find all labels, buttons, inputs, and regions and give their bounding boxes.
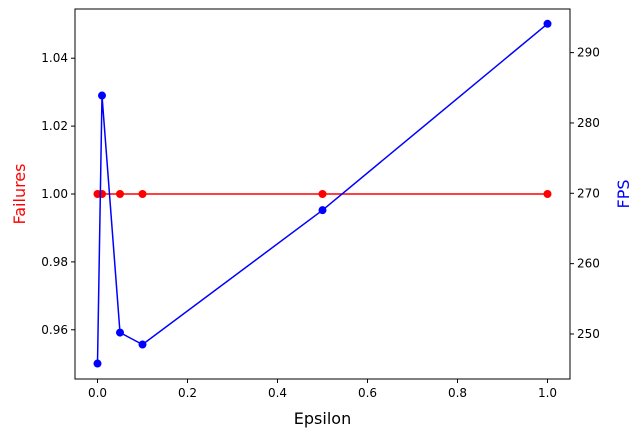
x-tick-label: 0.0 (88, 386, 107, 400)
failures-data-point (318, 190, 327, 198)
fps-data-point (318, 206, 327, 215)
x-tick-label: 0.2 (178, 386, 197, 400)
left-y-tick-label: 1.04 (41, 51, 68, 65)
failures-data-point (116, 190, 124, 198)
fps-series-line (96, 23, 548, 364)
left-y-axis-title: Failures (10, 164, 29, 225)
fps-data-point (543, 19, 552, 28)
fps-data-point (98, 91, 106, 100)
left-y-tick-label: 0.96 (41, 323, 68, 337)
x-axis-ticks: 0.0 0.2 0.4 0.6 0.8 1.0 (88, 379, 557, 400)
right-y-tick-label: 270 (577, 186, 600, 200)
plot-frame (74, 8, 571, 380)
left-y-axis-ticks: 0.96 0.98 1.00 1.02 1.04 (41, 51, 75, 337)
failures-data-point (138, 190, 147, 198)
x-tick-label: 0.4 (268, 386, 287, 400)
failures-data-point (98, 190, 106, 198)
right-y-tick-label: 280 (577, 116, 600, 130)
x-tick-label: 1.0 (538, 386, 557, 400)
right-y-axis-ticks: 250 260 270 280 290 (570, 46, 600, 341)
left-y-tick-label: 1.00 (41, 187, 68, 201)
fps-data-point (93, 359, 102, 368)
right-y-tick-label: 250 (577, 327, 600, 341)
fps-data-point (138, 340, 147, 349)
left-y-tick-label: 0.98 (41, 255, 68, 269)
x-tick-label: 0.6 (358, 386, 377, 400)
x-axis-title: Epsilon (294, 409, 351, 428)
right-y-tick-label: 290 (577, 46, 600, 60)
series-layer (93, 19, 552, 368)
failures-data-point (543, 190, 552, 198)
x-tick-label: 0.8 (448, 386, 467, 400)
right-y-axis-title: FPS (614, 179, 633, 208)
right-y-tick-label: 260 (577, 257, 600, 271)
fps-data-point (116, 328, 124, 337)
left-y-tick-label: 1.02 (41, 119, 68, 133)
